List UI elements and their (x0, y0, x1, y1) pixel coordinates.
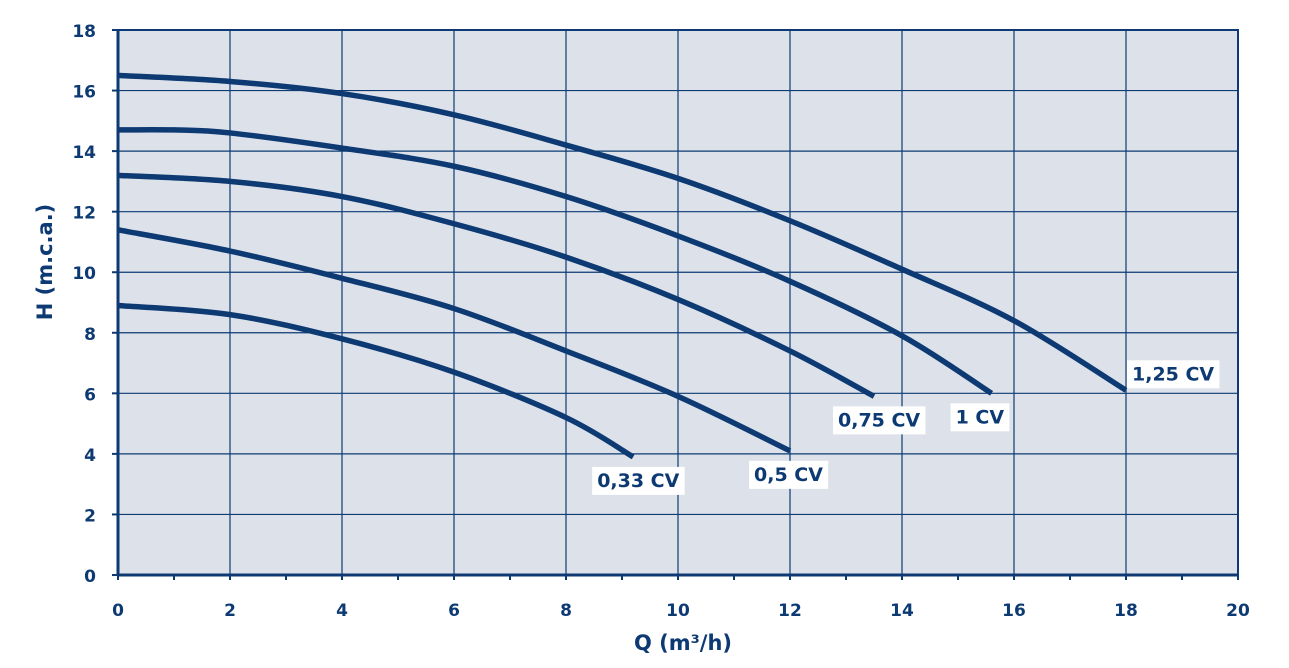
series-label-1: 0,5 CV (749, 460, 829, 489)
y-tick-label-4: 8 (84, 325, 96, 345)
series-label-4: 1,25 CV (1127, 360, 1220, 389)
series-label-text-1: 0,5 CV (754, 464, 823, 486)
x-tick-label-6: 12 (778, 601, 802, 621)
series-label-bg-1 (749, 460, 829, 489)
x-tick-label-2: 4 (336, 601, 348, 621)
series-lines (117, 72, 1128, 460)
x-tick-label-4: 8 (560, 601, 572, 621)
series-label-0: 0,33 CV (592, 466, 685, 495)
series-label-text-2: 0,75 CV (838, 409, 920, 431)
series-label-text-4: 1,25 CV (1132, 363, 1214, 385)
series-line-1 (117, 227, 792, 454)
y-tick-label-7: 14 (72, 143, 96, 163)
series-label-text-0: 0,33 CV (597, 470, 679, 492)
series-label-bg-3 (950, 403, 1010, 432)
x-tick-label-1: 2 (224, 601, 236, 621)
y-tick-label-2: 4 (84, 446, 96, 466)
x-tick-label-3: 6 (448, 601, 460, 621)
x-axis-title: Q (m³/h) (634, 631, 732, 655)
series-labels: 0,33 CV 0,5 CV 0,75 CV 1 CV 1,25 CV (592, 360, 1220, 495)
x-tick-label-0: 0 (112, 601, 124, 621)
series-label-text-3: 1 CV (956, 406, 1005, 428)
y-tick-label-8: 16 (72, 83, 96, 103)
y-tick-label-9: 18 (72, 22, 96, 42)
series-line-3 (117, 126, 994, 396)
x-tick-label-5: 10 (666, 601, 690, 621)
x-tick-label-10: 20 (1226, 601, 1250, 621)
series-line-4 (117, 72, 1128, 393)
x-axis-ticks: 0 2 4 6 8 10 12 14 16 18 20 (112, 575, 1250, 621)
series-label-bg-4 (1127, 360, 1220, 389)
y-tick-label-6: 12 (72, 204, 96, 224)
series-label-3: 1 CV (950, 403, 1010, 432)
series-line-0 (117, 302, 635, 460)
x-tick-label-8: 16 (1002, 601, 1026, 621)
series-line-2 (117, 172, 876, 399)
y-axis-ticks: 0 2 4 6 8 10 12 14 16 18 (72, 22, 118, 587)
series-label-bg-2 (833, 406, 926, 435)
series-label-2: 0,75 CV (833, 406, 926, 435)
y-tick-label-5: 10 (72, 264, 96, 284)
x-tick-label-9: 18 (1114, 601, 1138, 621)
y-tick-label-1: 2 (84, 506, 96, 526)
x-tick-label-7: 14 (890, 601, 914, 621)
y-tick-label-0: 0 (84, 567, 96, 587)
y-tick-label-3: 6 (84, 385, 96, 405)
y-axis-title: H (m.c.a.) (33, 204, 57, 321)
series-label-bg-0 (592, 466, 685, 495)
